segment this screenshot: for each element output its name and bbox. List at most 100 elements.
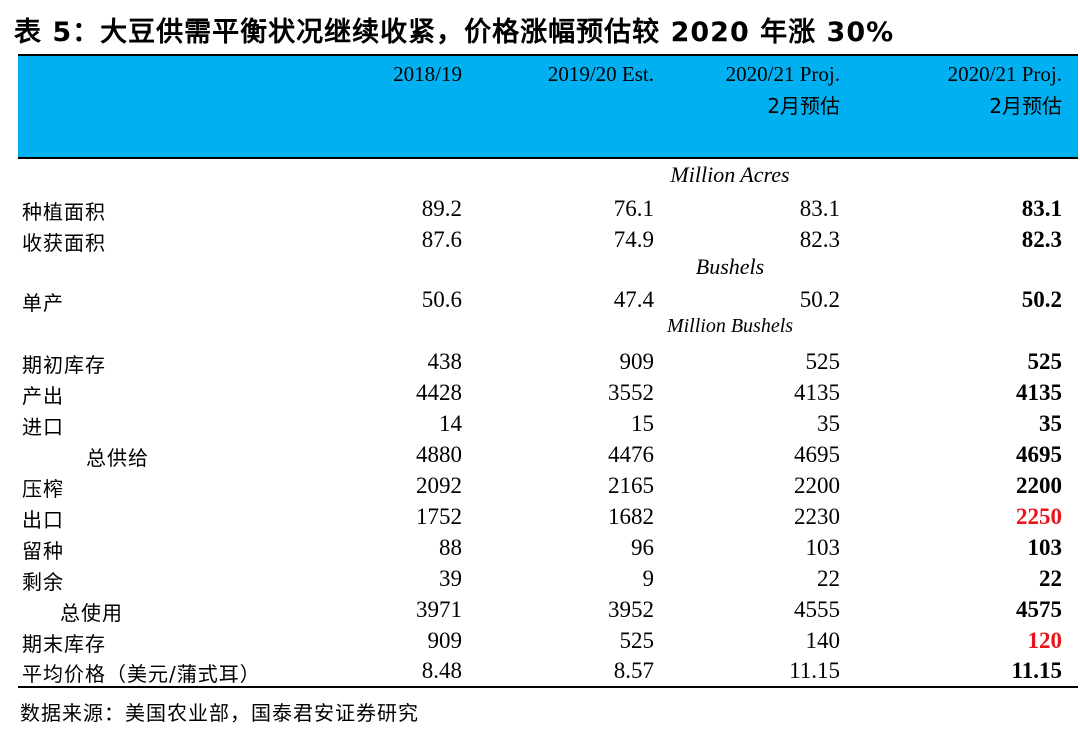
cell-2020-21-feb: 103 bbox=[1027, 535, 1063, 560]
cell-2020-21-jan: 140 bbox=[805, 628, 841, 653]
cell-2020-21-feb: 2200 bbox=[1016, 473, 1062, 498]
cell-2020-21-jan: 2230 bbox=[794, 504, 840, 529]
row-label: 留种 bbox=[22, 539, 64, 563]
cell-2019-20: 4476 bbox=[608, 442, 654, 467]
unit-row-bushels: Bushels bbox=[0, 254, 1080, 285]
cell-2018-19: 1752 bbox=[416, 504, 462, 529]
cell-2020-21-feb: 4135 bbox=[1016, 380, 1062, 405]
cell-2020-21-feb: 82.3 bbox=[1021, 227, 1062, 252]
source-note: 数据来源：美国农业部，国泰君安证券研究 bbox=[20, 701, 419, 725]
row-label: 进口 bbox=[22, 415, 64, 439]
row-label: 收获面积 bbox=[22, 231, 106, 255]
table-header: 2018/19 2019/20 Est. 2020/21 Proj. 2月预估 … bbox=[18, 56, 1078, 157]
header-rule bbox=[18, 157, 1078, 159]
table-title: 表 5：大豆供需平衡状况继续收紧，价格涨幅预估较 2020 年涨 30% bbox=[14, 17, 895, 48]
table-row: 压榨 2092 2165 2200 2200 bbox=[0, 470, 1080, 501]
cell-2020-21-feb: 22 bbox=[1039, 566, 1062, 591]
header-col-2020-21-jan: 2020/21 Proj. 2月预估 bbox=[680, 58, 840, 122]
cell-2019-20: 9 bbox=[642, 566, 655, 591]
bottom-rule bbox=[18, 686, 1078, 688]
cell-2019-20: 74.9 bbox=[613, 227, 654, 252]
table-row: 出口 1752 1682 2230 2250 bbox=[0, 501, 1080, 532]
table-row: 总供给 4880 4476 4695 4695 bbox=[0, 439, 1080, 470]
cell-2020-21-feb: 11.15 bbox=[1011, 658, 1062, 683]
row-label: 总使用 bbox=[60, 601, 123, 625]
cell-2020-21-jan: 11.15 bbox=[789, 658, 840, 683]
cell-2018-19: 4428 bbox=[416, 380, 462, 405]
cell-2020-21-feb: 83.1 bbox=[1021, 196, 1062, 221]
cell-2018-19: 4880 bbox=[416, 442, 462, 467]
unit-row-acres: Million Acres bbox=[0, 162, 1080, 193]
cell-2020-21-jan: 22 bbox=[817, 566, 840, 591]
row-label: 总供给 bbox=[86, 446, 149, 470]
header-col-2020-21-feb-line2: 2月预估 bbox=[989, 94, 1062, 118]
cell-2018-19: 909 bbox=[427, 628, 463, 653]
cell-2019-20: 2165 bbox=[608, 473, 654, 498]
table-row: 总使用 3971 3952 4555 4575 bbox=[0, 594, 1080, 625]
cell-2020-21-feb: 4575 bbox=[1016, 597, 1062, 622]
top-rule bbox=[18, 54, 1078, 56]
row-label: 单产 bbox=[22, 291, 64, 315]
cell-2018-19: 50.6 bbox=[421, 287, 462, 312]
cell-2020-21-feb: 525 bbox=[1027, 349, 1063, 374]
cell-2020-21-feb-highlight: 2250 bbox=[1016, 504, 1062, 529]
unit-label: Million Bushels bbox=[666, 315, 794, 337]
unit-row-million-bushels: Million Bushels bbox=[0, 315, 1080, 346]
unit-label: Bushels bbox=[695, 254, 765, 279]
cell-2020-21-jan: 50.2 bbox=[799, 287, 840, 312]
cell-2018-19: 3971 bbox=[416, 597, 462, 622]
cell-2019-20: 47.4 bbox=[613, 287, 654, 312]
header-col-2020-21-jan-line2: 2月预估 bbox=[767, 94, 840, 118]
cell-2019-20: 96 bbox=[631, 535, 654, 560]
table-row: 期末库存 909 525 140 120 bbox=[0, 625, 1080, 656]
table-row: 种植面积 89.2 76.1 83.1 83.1 bbox=[0, 193, 1080, 224]
unit-label: Million Acres bbox=[670, 162, 790, 187]
cell-2020-21-jan: 4555 bbox=[794, 597, 840, 622]
cell-2019-20: 8.57 bbox=[613, 658, 654, 683]
header-col-2020-21-feb-line1: 2020/21 Proj. bbox=[947, 62, 1062, 86]
table-row: 剩余 39 9 22 22 bbox=[0, 563, 1080, 594]
header-col-2020-21-feb: 2020/21 Proj. 2月预估 bbox=[902, 58, 1062, 122]
cell-2019-20: 3952 bbox=[608, 597, 654, 622]
cell-2020-21-jan: 83.1 bbox=[799, 196, 840, 221]
cell-2020-21-feb: 35 bbox=[1039, 411, 1062, 436]
row-label: 剩余 bbox=[22, 570, 64, 594]
header-col-2018-19: 2018/19 bbox=[342, 58, 462, 90]
row-label: 产出 bbox=[22, 384, 64, 408]
header-col-2020-21-jan-line1: 2020/21 Proj. bbox=[725, 62, 840, 86]
cell-2020-21-feb-highlight: 120 bbox=[1027, 628, 1063, 653]
cell-2020-21-jan: 35 bbox=[817, 411, 840, 436]
cell-2020-21-jan: 4695 bbox=[794, 442, 840, 467]
row-label: 平均价格（美元/蒲式耳） bbox=[22, 662, 261, 686]
cell-2019-20: 909 bbox=[619, 349, 655, 374]
cell-2018-19: 89.2 bbox=[421, 196, 462, 221]
row-label: 出口 bbox=[22, 508, 64, 532]
cell-2019-20: 15 bbox=[631, 411, 654, 436]
row-label: 压榨 bbox=[22, 477, 64, 501]
table-row: 留种 88 96 103 103 bbox=[0, 532, 1080, 563]
cell-2020-21-feb: 50.2 bbox=[1021, 287, 1062, 312]
table-row: 单产 50.6 47.4 50.2 50.2 bbox=[0, 284, 1080, 315]
cell-2020-21-jan: 2200 bbox=[794, 473, 840, 498]
cell-2018-19: 8.48 bbox=[421, 658, 462, 683]
cell-2018-19: 88 bbox=[439, 535, 462, 560]
cell-2020-21-jan: 103 bbox=[805, 535, 841, 560]
cell-2018-19: 39 bbox=[439, 566, 462, 591]
row-label: 种植面积 bbox=[22, 200, 106, 224]
cell-2020-21-feb: 4695 bbox=[1016, 442, 1062, 467]
cell-2018-19: 2092 bbox=[416, 473, 462, 498]
cell-2019-20: 76.1 bbox=[613, 196, 654, 221]
header-col-2018-19-line1: 2018/19 bbox=[393, 62, 462, 86]
row-label: 期初库存 bbox=[22, 353, 106, 377]
cell-2019-20: 1682 bbox=[608, 504, 654, 529]
row-label: 期末库存 bbox=[22, 632, 106, 656]
table-row: 收获面积 87.6 74.9 82.3 82.3 bbox=[0, 224, 1080, 255]
cell-2019-20: 525 bbox=[619, 628, 655, 653]
table-row: 产出 4428 3552 4135 4135 bbox=[0, 377, 1080, 408]
cell-2019-20: 3552 bbox=[608, 380, 654, 405]
table-row: 平均价格（美元/蒲式耳） 8.48 8.57 11.15 11.15 bbox=[0, 655, 1080, 686]
header-col-2019-20-line1: 2019/20 Est. bbox=[547, 62, 654, 86]
cell-2020-21-jan: 525 bbox=[805, 349, 841, 374]
cell-2018-19: 438 bbox=[427, 349, 463, 374]
cell-2018-19: 14 bbox=[439, 411, 462, 436]
